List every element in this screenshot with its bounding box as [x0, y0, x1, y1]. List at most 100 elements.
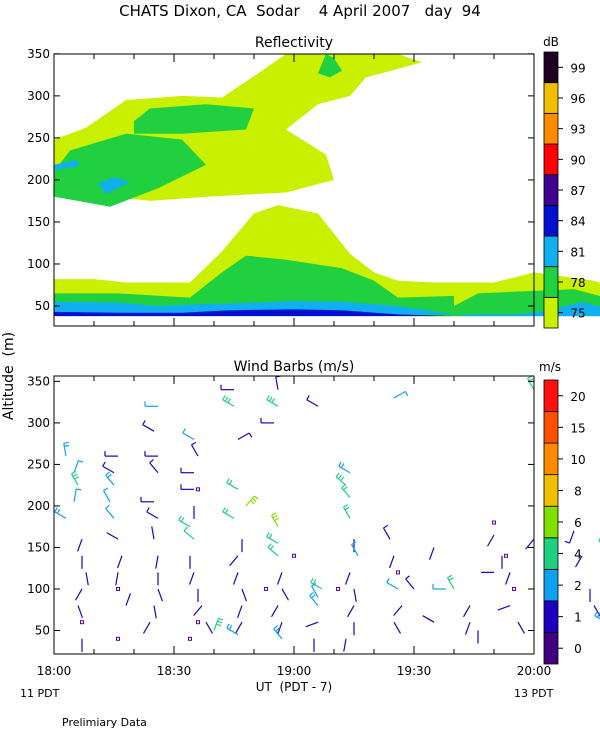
wind-colorbar-swatch-20 [543, 379, 559, 412]
wind-barb-83 [346, 605, 355, 618]
wind-barb-24 [140, 496, 154, 503]
wind-frame [53, 375, 535, 655]
wind-barb-2 [70, 470, 80, 486]
wind-barb-74 [310, 583, 319, 598]
y-tick-label-350: 350 [27, 374, 50, 388]
reflectivity-colorbar-label-81: 81 [570, 245, 585, 259]
wind-colorbar-label-20: 20 [570, 390, 585, 404]
reflectivity-region-78-6 [318, 54, 342, 78]
wind-colorbar-label-8: 8 [574, 484, 582, 498]
wind-barb-5 [76, 538, 83, 552]
wind-barb-65 [281, 588, 290, 601]
reflectivity-colorbar-label-84: 84 [570, 215, 585, 229]
wind-barb-16 [106, 532, 119, 540]
reflectivity-region-81-7 [54, 301, 454, 315]
preliminary-note: Prelimiary Data [62, 716, 147, 729]
wind-colorbar-label-10: 10 [570, 453, 585, 467]
calm-point-2 [116, 586, 120, 591]
wind-barb-18 [115, 572, 119, 586]
wind-barb-82 [353, 588, 357, 602]
calm-point-8 [336, 586, 340, 591]
wind-barb-66 [270, 605, 279, 618]
reflectivity-panel: Reflectivity 50 100 150 200 250 300 350 75 78 81… [27, 35, 600, 329]
wind-colorbar-unit: m/s [539, 360, 561, 374]
y-tick-label-300: 300 [27, 89, 50, 103]
wind-barb-113 [593, 605, 600, 618]
wind-barb-9 [77, 605, 84, 619]
wind-barb-55 [236, 605, 243, 619]
wind-barb-70 [305, 621, 319, 628]
wind-barb-27 [155, 555, 159, 569]
wind-barb-4 [54, 507, 67, 519]
y-tick-label-150: 150 [27, 215, 50, 229]
wind-barb-11 [104, 451, 118, 457]
wind-barb-31 [142, 621, 151, 634]
reflectivity-colorbar-swatch-84 [543, 204, 559, 237]
wind-barb-57 [226, 623, 239, 636]
wind-barb-98 [464, 621, 471, 635]
y-tick-label-150: 150 [27, 540, 50, 554]
wind-barb-37 [178, 515, 191, 528]
wind-barb-61 [270, 512, 280, 528]
reflectivity-colorbar-label-99: 99 [570, 61, 585, 75]
wind-barb-29 [157, 588, 164, 602]
y-tick-label-100: 100 [27, 582, 50, 596]
wind-colorbar-swatch-15 [543, 411, 559, 444]
wind-barb-69 [306, 395, 319, 407]
wind-barb-26 [151, 526, 155, 540]
wind-barb-33 [190, 441, 199, 457]
x-tick-label-2: 19:00 [277, 664, 312, 678]
wind-barb-101 [486, 534, 495, 547]
calm-point-0 [80, 620, 84, 625]
reflectivity-colorbar-swatch-78 [543, 266, 559, 298]
reflectivity-region-81-10 [98, 177, 130, 195]
x-tick-label-3: 19:30 [397, 664, 432, 678]
wind-barb-87 [382, 524, 391, 540]
wind-barb-92 [405, 575, 415, 590]
wind-barb-77 [341, 484, 351, 499]
reflectivity-colorbar-label-78: 78 [570, 276, 585, 290]
wind-colorbar-swatch-0 [543, 632, 559, 665]
wind-colorbar-label-0: 0 [574, 642, 582, 656]
calm-point-4 [196, 620, 200, 625]
wind-barb-67 [276, 621, 283, 635]
wind-colorbar: 0 1 2 4 6 8 10 15 20 [543, 379, 586, 665]
reflectivity-colorbar-label-87: 87 [570, 184, 585, 198]
wind-barb-85 [343, 638, 347, 652]
calm-point-10 [492, 520, 496, 525]
wind-colorbar-label-6: 6 [574, 516, 582, 530]
reflectivity-colorbar-swatch-81 [543, 235, 559, 268]
wind-barb-23 [149, 459, 159, 474]
wind-barb-107 [526, 375, 535, 390]
x-tick-label-1: 18:30 [157, 664, 192, 678]
wind-barb-80 [350, 541, 359, 557]
wind-barb-25 [146, 507, 159, 519]
calm-point-7 [292, 553, 296, 558]
x-axis-label: UT (PDT - 7) [256, 680, 333, 694]
wind-barb-72 [309, 591, 319, 606]
wind-barb-60 [260, 417, 274, 424]
wind-barb-40 [188, 572, 195, 585]
y-tick-label-200: 200 [27, 499, 50, 513]
wind-panel: Wind Barbs (m/s) 5010015020025030035018:… [27, 359, 600, 678]
wind-barb-54 [241, 588, 248, 602]
wind-barb-88 [388, 555, 395, 569]
wind-barb-97 [462, 605, 471, 618]
wind-barb-73 [310, 577, 323, 590]
wind-barb-118 [594, 611, 600, 620]
wind-barb-93 [428, 547, 435, 560]
wind-barb-49 [245, 495, 259, 507]
calm-point-11 [504, 553, 508, 558]
wind-barb-78 [342, 504, 351, 519]
wind-barb-64 [276, 572, 283, 585]
wind-barb-34 [180, 467, 194, 474]
reflectivity-contours [54, 54, 600, 317]
wind-barb-110 [564, 530, 575, 544]
wind-barb-15 [105, 504, 115, 519]
wind-barb-104 [497, 605, 511, 611]
y-tick-label-350: 350 [27, 47, 50, 61]
wind-barb-47 [237, 432, 253, 441]
wind-barb-35 [180, 484, 194, 490]
wind-barbs [54, 375, 600, 652]
reflectivity-colorbar-swatch-96 [543, 82, 559, 114]
